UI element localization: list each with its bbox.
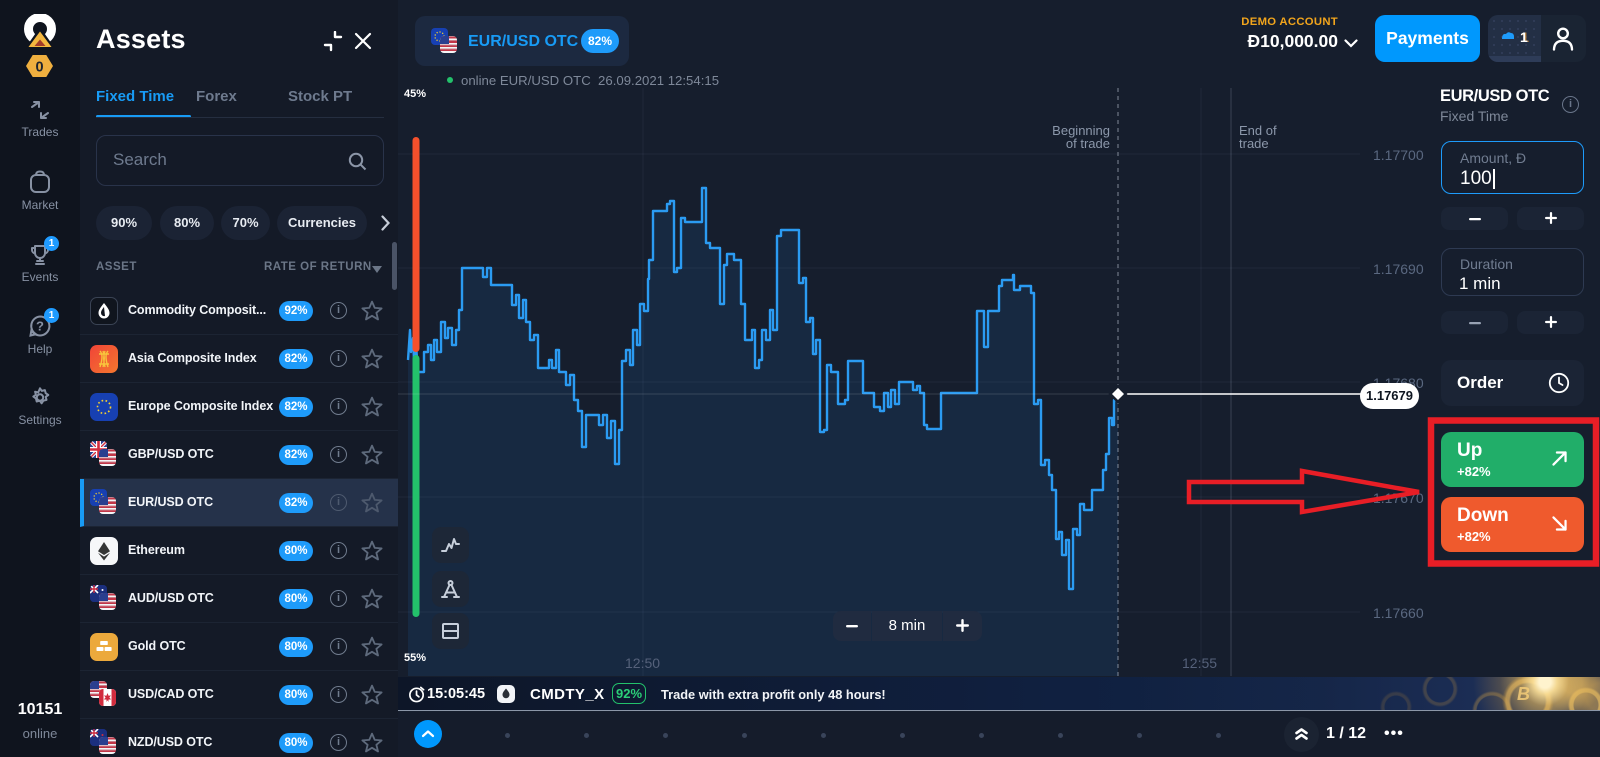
svg-text:0: 0 bbox=[35, 60, 43, 76]
svg-text:?: ? bbox=[36, 319, 44, 334]
